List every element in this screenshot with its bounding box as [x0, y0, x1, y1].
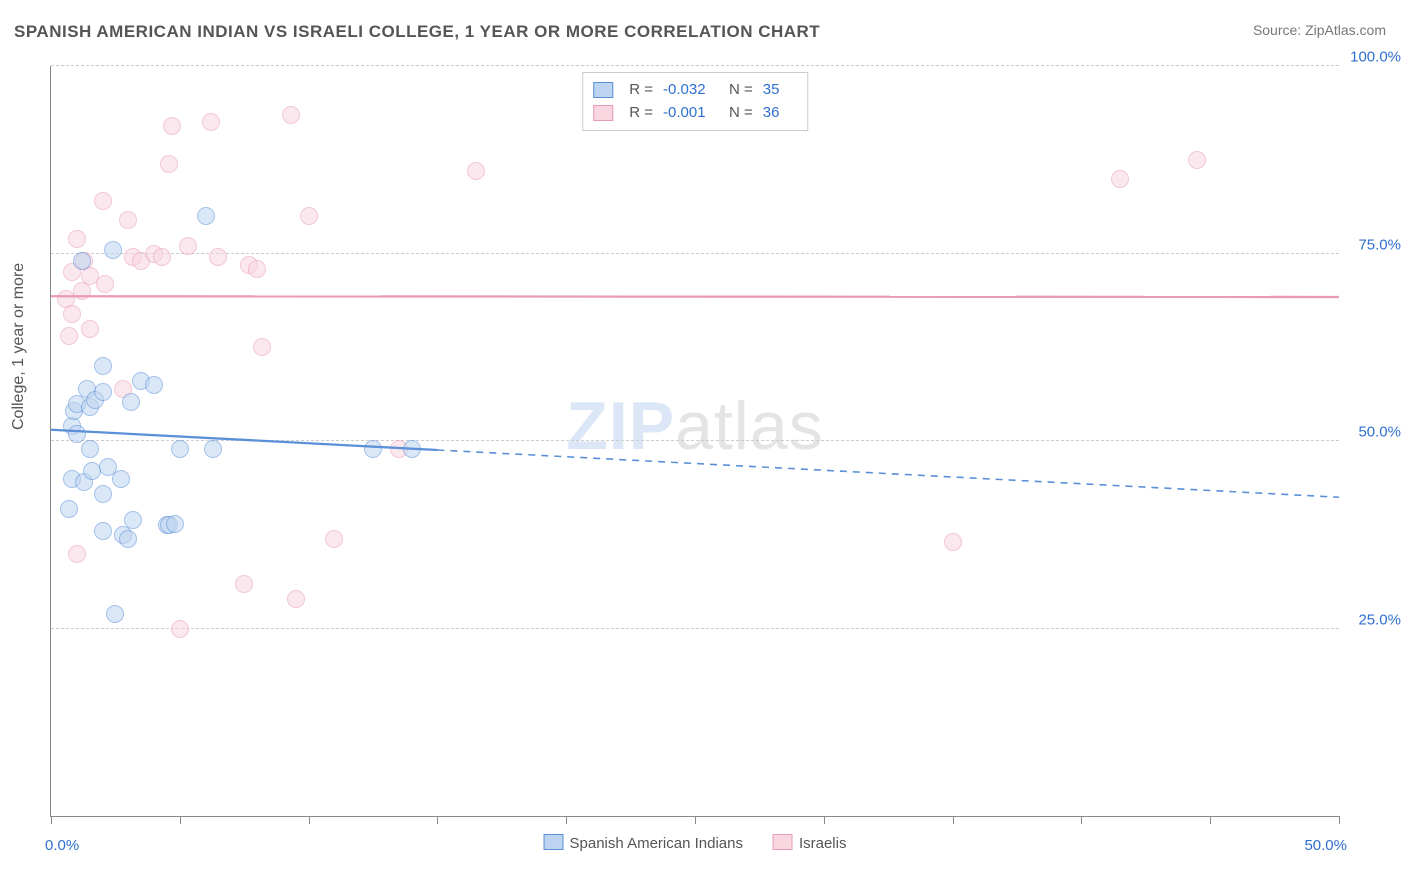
scatter-point	[287, 590, 305, 608]
x-tick	[695, 816, 696, 824]
scatter-point	[124, 511, 142, 529]
n-label: N =	[729, 102, 753, 125]
x-tick	[1081, 816, 1082, 824]
scatter-point	[209, 248, 227, 266]
legend-item: Spanish American Indians	[544, 834, 743, 852]
scatter-point	[163, 117, 181, 135]
scatter-point	[122, 393, 140, 411]
scatter-point	[1111, 170, 1129, 188]
legend-label: Israelis	[799, 835, 847, 852]
scatter-point	[68, 545, 86, 563]
scatter-point	[104, 241, 122, 259]
scatter-point	[300, 207, 318, 225]
trend-overlay	[51, 66, 1339, 816]
x-tick	[953, 816, 954, 824]
scatter-point	[166, 515, 184, 533]
scatter-point	[96, 275, 114, 293]
plot-area: ZIPatlas R =-0.032N =35R =-0.001N =36 Sp…	[50, 66, 1339, 817]
scatter-point	[204, 440, 222, 458]
scatter-point	[112, 470, 130, 488]
scatter-point	[179, 237, 197, 255]
bottom-legend: Spanish American Indians Israelis	[544, 834, 847, 852]
scatter-point	[282, 106, 300, 124]
stats-legend: R = -0.032 N = 35 R = -0.001 N = 36	[582, 72, 808, 131]
scatter-point	[197, 207, 215, 225]
scatter-point	[145, 376, 163, 394]
x-tick	[309, 816, 310, 824]
scatter-point	[1188, 151, 1206, 169]
legend-swatch	[593, 105, 613, 121]
gridline	[51, 440, 1339, 441]
scatter-point	[68, 425, 86, 443]
x-tick-label: 0.0%	[45, 837, 79, 854]
scatter-point	[94, 192, 112, 210]
x-tick	[1339, 816, 1340, 824]
scatter-point	[94, 357, 112, 375]
scatter-point	[81, 440, 99, 458]
legend-item: Israelis	[773, 834, 847, 852]
scatter-point	[944, 533, 962, 551]
trend-line	[51, 296, 1339, 297]
legend-swatch	[773, 834, 793, 850]
y-tick-label: 25.0%	[1346, 611, 1401, 628]
gridline	[51, 253, 1339, 254]
gridline	[51, 628, 1339, 629]
scatter-point	[119, 530, 137, 548]
legend-swatch	[544, 834, 564, 850]
stats-legend-row: R = -0.001 N = 36	[593, 102, 793, 125]
x-tick	[566, 816, 567, 824]
scatter-point	[235, 575, 253, 593]
scatter-point	[467, 162, 485, 180]
scatter-point	[153, 248, 171, 266]
x-tick-label: 50.0%	[1304, 837, 1347, 854]
scatter-point	[202, 113, 220, 131]
x-tick	[1210, 816, 1211, 824]
watermark-zip: ZIP	[566, 388, 675, 464]
y-axis-label: College, 1 year or more	[10, 263, 28, 430]
chart-title: SPANISH AMERICAN INDIAN VS ISRAELI COLLE…	[14, 22, 820, 42]
scatter-point	[119, 211, 137, 229]
scatter-point	[253, 338, 271, 356]
trend-line-dashed	[437, 450, 1339, 497]
scatter-point	[403, 440, 421, 458]
legend-swatch	[593, 82, 613, 98]
watermark-atlas: atlas	[675, 388, 824, 464]
x-tick	[51, 816, 52, 824]
y-tick-label: 50.0%	[1346, 424, 1401, 441]
scatter-point	[68, 230, 86, 248]
y-tick-label: 100.0%	[1346, 49, 1401, 66]
x-tick	[437, 816, 438, 824]
scatter-point	[325, 530, 343, 548]
r-label: R =	[629, 102, 653, 125]
scatter-point	[160, 155, 178, 173]
n-value: 35	[763, 79, 793, 102]
r-value: -0.032	[663, 79, 719, 102]
scatter-point	[60, 327, 78, 345]
y-tick-label: 75.0%	[1346, 236, 1401, 253]
scatter-point	[73, 252, 91, 270]
scatter-point	[106, 605, 124, 623]
scatter-point	[60, 500, 78, 518]
n-value: 36	[763, 102, 793, 125]
r-label: R =	[629, 79, 653, 102]
x-tick	[180, 816, 181, 824]
scatter-point	[63, 305, 81, 323]
scatter-point	[248, 260, 266, 278]
r-value: -0.001	[663, 102, 719, 125]
stats-legend-row: R = -0.032 N = 35	[593, 79, 793, 102]
watermark: ZIPatlas	[566, 387, 823, 465]
scatter-point	[364, 440, 382, 458]
x-tick	[824, 816, 825, 824]
n-label: N =	[729, 79, 753, 102]
source-label: Source: ZipAtlas.com	[1253, 22, 1386, 38]
scatter-point	[81, 320, 99, 338]
gridline	[51, 65, 1339, 66]
legend-label: Spanish American Indians	[570, 835, 743, 852]
scatter-point	[171, 440, 189, 458]
scatter-point	[171, 620, 189, 638]
scatter-point	[94, 485, 112, 503]
scatter-point	[94, 383, 112, 401]
scatter-point	[94, 522, 112, 540]
